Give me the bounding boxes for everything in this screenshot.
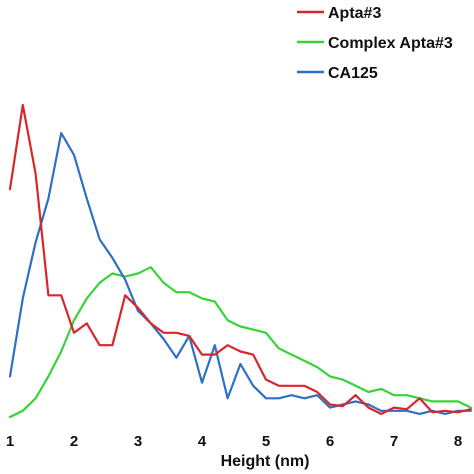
- x-axis-title: Height (nm): [221, 453, 310, 470]
- series-line-complex-apta-3: [8, 266, 472, 419]
- x-tick-label: 6: [326, 433, 334, 450]
- x-tick-label: 7: [390, 433, 398, 450]
- legend: Apta#3 Complex Apta#3 CA125: [297, 5, 453, 82]
- series-line-ca125: [8, 132, 472, 415]
- series-line-apta-3: [8, 103, 472, 415]
- x-tick-layer: 1 2 3 4 5 6 7 8: [6, 433, 462, 450]
- x-tick-label: 4: [198, 433, 207, 450]
- x-tick-label: 8: [454, 433, 462, 450]
- series-layer: [8, 103, 472, 419]
- x-tick-label: 5: [262, 433, 270, 450]
- x-tick-label: 1: [6, 433, 14, 450]
- legend-label-complex-apta-3: Complex Apta#3: [328, 35, 453, 52]
- x-tick-label: 2: [70, 433, 78, 450]
- legend-label-apta-3: Apta#3: [328, 5, 381, 22]
- legend-label-ca125: CA125: [328, 65, 378, 82]
- x-tick-label: 3: [134, 433, 142, 450]
